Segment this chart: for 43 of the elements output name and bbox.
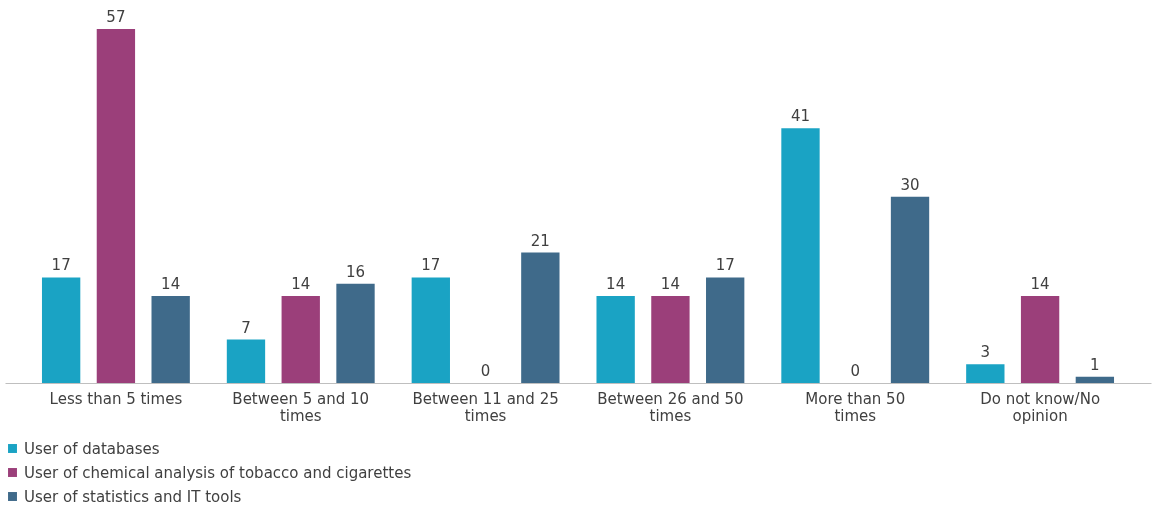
data-label: 16 <box>345 262 366 281</box>
bar <box>1075 376 1115 383</box>
bar <box>1020 296 1060 383</box>
data-label: 57 <box>106 8 126 26</box>
legend-label: User of chemical analysis of tobacco and cigarettes <box>24 463 412 482</box>
bar <box>890 196 930 383</box>
data-label: 7 <box>241 318 251 337</box>
bar <box>151 296 190 383</box>
data-label: 17 <box>421 256 441 275</box>
data-label: 14 <box>161 275 181 294</box>
data-label: 21 <box>530 231 550 250</box>
data-label: 41 <box>790 107 811 126</box>
x-tick-label: Between 11 and 25 times <box>412 389 559 425</box>
data-label: 3 <box>980 343 991 362</box>
x-tick-label: More than 50 times <box>805 389 906 425</box>
bar <box>96 29 136 383</box>
data-label: 30 <box>900 175 920 194</box>
data-label: 17 <box>715 256 735 275</box>
data-label: 1 <box>1090 355 1100 374</box>
bar <box>706 277 745 383</box>
bar <box>336 283 375 383</box>
legend-label: User of statistics and IT tools <box>24 487 242 506</box>
bar <box>411 277 450 383</box>
x-tick-label: Do not know/No opinion <box>980 389 1101 425</box>
data-label: 14 <box>660 275 680 294</box>
bar <box>596 296 635 383</box>
data-label: 17 <box>51 256 71 275</box>
x-tick-label: Between 26 and 50 times <box>597 389 744 425</box>
data-label: 14 <box>1030 275 1050 294</box>
x-tick-label: Between 5 and 10 times <box>232 389 370 425</box>
bar <box>281 296 320 383</box>
x-tick-label: Less than 5 times <box>49 389 183 408</box>
data-label: 14 <box>291 275 311 294</box>
bar <box>226 339 266 383</box>
data-label: 14 <box>606 275 626 294</box>
bar <box>521 252 560 383</box>
bar <box>41 277 81 383</box>
bar <box>966 364 1005 383</box>
data-label: 0 <box>850 362 861 380</box>
bar <box>651 296 690 383</box>
legend-label: User of databases <box>24 439 160 458</box>
bar <box>781 128 820 383</box>
data-label: 0 <box>480 362 491 380</box>
